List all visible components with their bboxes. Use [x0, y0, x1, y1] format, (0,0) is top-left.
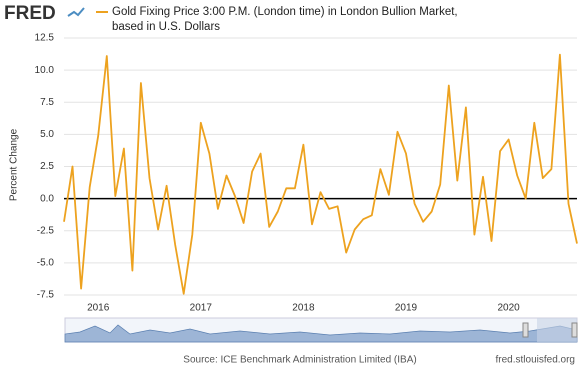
y-tick-label: 0.0	[40, 193, 54, 204]
y-tick-label: -7.5	[37, 290, 55, 301]
x-tick-label: 2018	[292, 303, 315, 314]
navigator[interactable]	[64, 317, 578, 343]
navigator-handle[interactable]	[571, 322, 578, 338]
chart-title: Gold Fixing Price 3:00 P.M. (London time…	[112, 6, 458, 33]
logo-icon	[67, 7, 85, 17]
y-tick-label: 12.5	[35, 33, 55, 44]
data-line	[63, 53, 578, 295]
y-tick-label: 5.0	[40, 129, 54, 140]
x-tick-label: 2020	[497, 303, 520, 314]
x-tick-label: 2017	[190, 303, 213, 314]
y-tick-label: 10.0	[35, 65, 55, 76]
navigator-handle[interactable]	[522, 322, 529, 338]
source: Source: ICE Benchmark Administration Lim…	[183, 355, 416, 366]
y-tick-label: 2.5	[40, 161, 54, 172]
y-tick-label: -2.5	[37, 225, 55, 236]
x-tick-label: 2016	[87, 303, 110, 314]
logo: FRED	[4, 3, 56, 24]
y-tick-label: 7.5	[40, 97, 54, 108]
credit: fred.stlouisfed.org	[496, 355, 576, 366]
navigator-window[interactable]	[537, 318, 577, 342]
x-tick-label: 2019	[395, 303, 418, 314]
y-axis-label: Percent Change	[9, 128, 20, 201]
y-tick-label: -5.0	[37, 258, 55, 269]
